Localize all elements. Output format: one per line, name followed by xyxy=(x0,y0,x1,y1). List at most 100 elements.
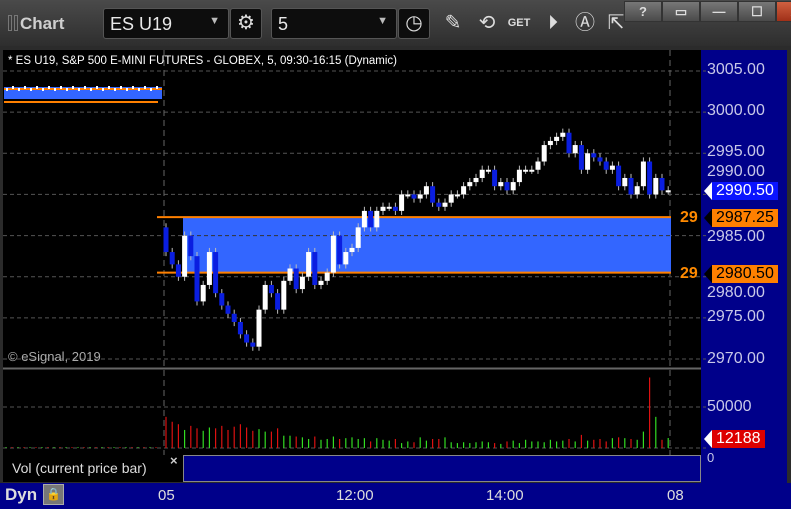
candle-body xyxy=(411,194,417,199)
time-label: 14:00 xyxy=(486,487,524,504)
close-button[interactable]: X xyxy=(776,1,791,22)
drag-grip-icon[interactable] xyxy=(14,15,18,31)
chevron-down-icon: ▼ xyxy=(209,15,220,27)
candle-body xyxy=(467,182,473,187)
candle-body xyxy=(256,309,262,347)
cursor-icon[interactable]: ⇱ xyxy=(607,12,625,34)
prior-candle xyxy=(108,86,110,89)
candle-body xyxy=(492,169,498,187)
maximize-button[interactable]: ☐ xyxy=(738,1,776,22)
settings-gear-button[interactable]: ⚙ xyxy=(230,8,262,39)
candle-body xyxy=(473,177,479,183)
candle-body xyxy=(268,284,274,294)
candle-body xyxy=(281,280,287,310)
close-study-icon[interactable]: × xyxy=(170,453,178,468)
zone-top-tag: 2987.25 xyxy=(704,209,778,227)
candle-body xyxy=(485,169,491,172)
lock-icon[interactable]: 🔒 xyxy=(43,484,64,505)
price-axis-label: 2975.00 xyxy=(707,308,765,325)
time-label: 12:00 xyxy=(336,487,374,504)
candle-body xyxy=(566,132,572,154)
minimize-button[interactable]: — xyxy=(700,1,738,22)
prior-candle xyxy=(90,88,92,91)
candle-body xyxy=(498,182,504,187)
volume-axis-label: 50000 xyxy=(707,398,752,415)
candle-body xyxy=(417,194,423,199)
chart-title: * ES U19, S&P 500 E-MINI FUTURES - GLOBE… xyxy=(8,55,398,67)
prior-candle xyxy=(138,88,140,91)
candle-body xyxy=(504,182,510,191)
candle-body xyxy=(337,235,343,265)
chart-canvas[interactable] xyxy=(0,46,791,483)
support-zone xyxy=(183,217,671,273)
time-label: 08 xyxy=(667,487,684,504)
prior-candle xyxy=(72,86,74,89)
candle-body xyxy=(386,206,392,209)
candle-body xyxy=(523,169,529,172)
get-icon[interactable]: GET xyxy=(507,17,531,29)
prior-candle xyxy=(150,88,152,91)
prior-candle xyxy=(144,86,146,89)
drag-grip-icon[interactable] xyxy=(8,15,12,31)
candle-body xyxy=(454,194,460,197)
candle-body xyxy=(585,153,591,170)
prior-candle xyxy=(12,86,14,89)
candle-body xyxy=(318,280,324,285)
prior-candle xyxy=(24,86,26,89)
clock-icon: ◷ xyxy=(405,12,423,34)
candle-body xyxy=(659,177,665,191)
price-axis-label: 2995.00 xyxy=(707,143,765,160)
candle-body xyxy=(312,252,318,285)
candle-body xyxy=(368,210,374,228)
candle-body xyxy=(423,186,429,195)
app-title: Chart xyxy=(8,14,64,34)
prior-candle xyxy=(30,88,32,91)
symbol-dropdown[interactable]: ES U19 ▼ xyxy=(103,8,229,39)
scale-mode[interactable]: Dyn xyxy=(5,485,38,504)
candle-body xyxy=(622,177,628,187)
volume-legend: Vol (current price bar) xyxy=(3,455,183,482)
prior-candle xyxy=(66,88,68,91)
prior-candle xyxy=(120,86,122,89)
candle-body xyxy=(349,247,355,253)
candle-body xyxy=(616,165,622,187)
candle-body xyxy=(188,235,194,257)
play-icon[interactable]: ⏵ xyxy=(548,12,558,34)
alert-icon[interactable]: Ⓐ xyxy=(575,12,595,34)
candle-body xyxy=(405,194,411,197)
candle-body xyxy=(231,313,237,322)
interval-dropdown[interactable]: 5 ▼ xyxy=(271,8,397,39)
price-axis-label: 2985.00 xyxy=(707,228,765,245)
zone-bottom-label: 29 xyxy=(680,265,698,282)
candle-body xyxy=(541,145,547,162)
candle-body xyxy=(442,202,448,207)
zone-top-label: 29 xyxy=(680,209,698,226)
last-price-tag: 2990.50 xyxy=(704,182,778,200)
candle-body xyxy=(237,321,243,335)
prior-candle xyxy=(36,86,38,89)
candle-body xyxy=(547,140,553,146)
candle-body xyxy=(665,190,671,193)
line-study-icon[interactable]: ⟲ xyxy=(478,12,496,34)
pencil-icon[interactable]: ✎ xyxy=(444,12,462,34)
volume-axis-label: 0 xyxy=(707,450,715,465)
title-bar: Chart ES U19 ▼ ⚙ 5 ▼ ◷ ✎ ⟲ GET ⏵ Ⓐ ⇱ ? ▭ —… xyxy=(0,0,791,46)
link-button[interactable]: ▭ xyxy=(662,1,700,22)
help-button[interactable]: ? xyxy=(624,1,662,22)
time-axis[interactable]: Dyn 🔒 05 12:00 14:00 08 xyxy=(0,483,791,509)
price-axis-label: 2980.00 xyxy=(707,284,765,301)
candle-body xyxy=(250,342,256,347)
price-axis-label: 3005.00 xyxy=(707,61,765,78)
prior-candle xyxy=(48,86,50,89)
gear-icon: ⚙ xyxy=(237,12,255,34)
prior-candle xyxy=(18,88,20,91)
candle-body xyxy=(299,276,305,290)
prior-candle xyxy=(42,88,44,91)
candle-body xyxy=(380,206,386,211)
prior-candle xyxy=(6,88,8,91)
time-template-button[interactable]: ◷ xyxy=(398,8,430,39)
candle-body xyxy=(355,227,361,248)
candle-body xyxy=(591,153,597,158)
candle-body xyxy=(213,252,219,294)
prior-candle xyxy=(132,86,134,89)
